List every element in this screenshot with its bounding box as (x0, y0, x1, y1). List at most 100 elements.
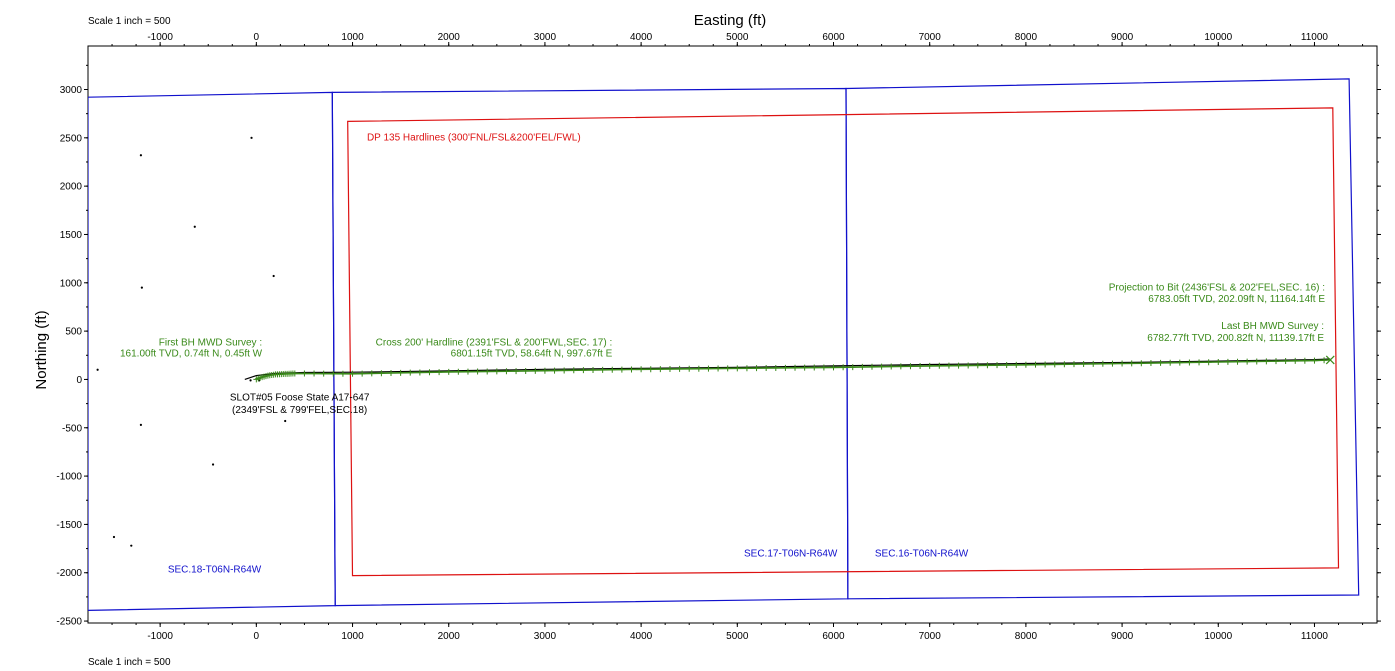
x-tick-label-top: 10000 (1204, 32, 1232, 43)
offset-well-point (139, 154, 143, 157)
survey-station-marker (1263, 358, 1270, 365)
survey-station-marker (416, 369, 423, 376)
survey-station-marker (426, 369, 433, 376)
x-tick-label-top: 4000 (630, 32, 653, 43)
survey-station-marker (792, 364, 799, 371)
survey-station-marker (859, 363, 866, 370)
survey-station-marker (926, 362, 933, 369)
survey-station-marker (705, 365, 712, 372)
survey-station-marker (1099, 360, 1106, 367)
survey-station-marker (917, 363, 924, 370)
survey-station-marker (1292, 357, 1299, 364)
x-tick-label-bottom: 8000 (1015, 631, 1038, 642)
survey-station-marker (1138, 360, 1145, 367)
survey-station-marker (541, 367, 548, 374)
survey-station-marker (1022, 361, 1029, 368)
offset-well-point (139, 423, 143, 426)
x-tick-label-top: 9000 (1111, 32, 1134, 43)
offset-well-point (96, 368, 99, 371)
survey-station-marker (580, 367, 587, 374)
survey-station-marker (1205, 359, 1212, 366)
offset-well-point (249, 379, 252, 382)
survey-station-marker (388, 370, 395, 377)
x-tick-label-bottom: 1000 (341, 631, 364, 642)
survey-station-marker (1244, 358, 1251, 365)
offset-well-point (211, 463, 215, 466)
survey-station-marker (330, 370, 337, 377)
x-tick-label-bottom: 5000 (726, 631, 749, 642)
x-tick-label-bottom: 10000 (1204, 631, 1232, 642)
x-tick-label-bottom: 4000 (630, 631, 653, 642)
x-tick-label-bottom: 6000 (822, 631, 845, 642)
x-tick-label-bottom: 2000 (438, 631, 461, 642)
survey-station-marker (936, 362, 943, 369)
survey-station-marker (397, 369, 404, 376)
survey-station-marker (1273, 358, 1279, 365)
survey-station-marker (657, 366, 664, 373)
survey-station-marker (1042, 361, 1049, 368)
survey-station-marker (753, 365, 760, 372)
annotation-hardline: DP 135 Hardlines (300'FNL/FSL&200'FEL/FW… (367, 133, 581, 144)
survey-station-marker (907, 363, 914, 370)
survey-station-marker (1080, 360, 1087, 367)
offset-well-point (272, 274, 275, 278)
survey-station-marker (734, 365, 741, 372)
offset-well-point (112, 535, 116, 539)
annotation-sec18: SEC.18-T06N-R64W (168, 565, 262, 576)
survey-station-marker (1061, 361, 1068, 368)
survey-station-marker (686, 365, 693, 372)
annotation-first-survey: 161.00ft TVD, 0.74ft N, 0.45ft W (120, 349, 263, 360)
survey-station-marker (801, 364, 808, 371)
section-boundary (845, 78, 1360, 600)
survey-station-marker (609, 366, 616, 373)
survey-station-marker (1070, 361, 1077, 368)
offset-well-point (250, 136, 253, 139)
x-axis-title: Easting (ft) (694, 12, 767, 29)
survey-station-marker (561, 367, 568, 374)
survey-station-marker (349, 370, 356, 377)
survey-station-marker (1119, 360, 1126, 367)
survey-station-marker (522, 367, 529, 374)
survey-station-marker (513, 368, 520, 375)
offset-well-point (284, 419, 287, 423)
survey-station-marker (724, 365, 731, 372)
survey-station-marker (599, 366, 606, 373)
annotation-slot: SLOT#05 Foose State A17-647 (230, 393, 370, 404)
survey-station-marker (974, 362, 981, 369)
survey-station-marker (503, 368, 510, 375)
y-tick-label: 1500 (60, 230, 83, 241)
offset-well-point (193, 225, 196, 228)
survey-station-marker (715, 365, 722, 372)
y-tick-label: -2000 (56, 568, 82, 579)
survey-station-marker (1128, 360, 1135, 367)
survey-station-marker (320, 370, 327, 377)
survey-station-marker (301, 370, 308, 377)
survey-station-marker (849, 364, 856, 371)
y-tick-label: -500 (62, 423, 82, 434)
x-tick-label-top: 6000 (822, 32, 845, 43)
survey-station-marker (1196, 359, 1203, 366)
annotation-projection: 6783.05ft TVD, 202.09ft N, 11164.14ft E (1148, 294, 1325, 305)
y-tick-label: 2500 (60, 133, 83, 144)
survey-station-marker (1186, 359, 1193, 366)
y-tick-label: 500 (65, 327, 82, 338)
survey-station-marker (965, 362, 972, 369)
annotation-last-survey: 6782.77ft TVD, 200.82ft N, 11139.17ft E (1147, 333, 1324, 344)
survey-station-marker (590, 367, 597, 374)
survey-station-marker (763, 365, 770, 372)
survey-station-marker (1215, 359, 1222, 366)
x-tick-label-top: 2000 (438, 32, 461, 43)
annotation-sec17: SEC.17-T06N-R64W (744, 548, 838, 559)
y-tick-label: 1000 (60, 278, 83, 289)
survey-station-marker (878, 363, 885, 370)
survey-station-marker (445, 368, 452, 375)
survey-station-marker (1176, 359, 1183, 366)
survey-station-marker (368, 370, 375, 377)
survey-station-marker (359, 370, 366, 377)
survey-station-marker (1321, 357, 1328, 364)
annotation-cross-hardline: 6801.15ft TVD, 58.64ft N, 997.67ft E (451, 349, 613, 360)
survey-station-marker (339, 370, 346, 377)
survey-station-marker (695, 365, 702, 372)
projection-to-bit-marker (1325, 355, 1335, 365)
